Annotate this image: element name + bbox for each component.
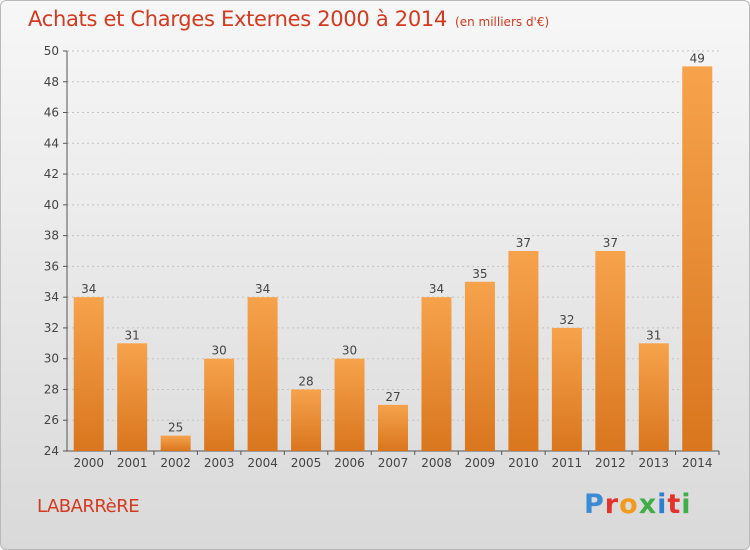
bar	[508, 251, 539, 451]
bar	[421, 297, 452, 451]
data-label: 37	[516, 236, 531, 250]
y-tick-label: 46	[44, 106, 59, 120]
x-tick-label: 2011	[552, 456, 583, 470]
data-label: 25	[168, 421, 183, 435]
x-tick-label: 2003	[204, 456, 235, 470]
bar	[595, 251, 626, 451]
bar	[160, 435, 191, 451]
y-tick-label: 44	[44, 136, 59, 150]
bar	[682, 66, 713, 451]
x-tick-label: 2008	[421, 456, 452, 470]
logo-letter: t	[667, 489, 682, 520]
x-tick-label: 2012	[595, 456, 626, 470]
y-tick-label: 42	[44, 167, 59, 181]
x-tick-label: 2000	[73, 456, 104, 470]
data-label: 34	[429, 282, 444, 296]
bar	[551, 327, 582, 451]
bar	[247, 297, 278, 451]
x-tick-label: 2002	[160, 456, 191, 470]
data-label: 34	[81, 282, 96, 296]
data-label: 30	[342, 344, 357, 358]
chart-title: Achats et Charges Externes 2000 à 2014 (e…	[28, 7, 549, 31]
bar	[378, 404, 408, 451]
data-label: 32	[559, 313, 574, 327]
commune-name: LABARRèRE	[37, 496, 140, 517]
data-labels: 34 31 25 30 34 28 30 27 34 35 37 32 37 31 49	[81, 51, 705, 434]
y-tick-label: 28	[44, 382, 59, 396]
x-tick-label: 2004	[247, 456, 278, 470]
x-tick-label: 2013	[639, 456, 670, 470]
x-tick-label: 2007	[378, 456, 409, 470]
y-tick-label: 26	[44, 413, 59, 427]
y-tick-label: 30	[44, 352, 59, 366]
bar	[117, 343, 148, 451]
y-tick-label: 34	[44, 290, 59, 304]
logo-letter: i	[657, 489, 668, 520]
data-label: 27	[385, 390, 400, 404]
y-tick-label: 40	[44, 198, 59, 212]
bar	[291, 389, 322, 451]
y-tick-label: 36	[44, 259, 59, 273]
bar	[204, 358, 235, 451]
data-label: 35	[472, 267, 487, 281]
proxiti-logo: Proxiti	[584, 489, 692, 520]
logo-letter: P	[584, 489, 605, 520]
logo-letter: i	[681, 489, 692, 520]
data-label: 34	[255, 282, 270, 296]
logo-letter: r	[604, 489, 620, 520]
bars	[73, 66, 713, 451]
x-tick-label: 2014	[682, 456, 713, 470]
data-label: 49	[690, 51, 705, 65]
x-tick-label: 2006	[334, 456, 365, 470]
chart-title-text: Achats et Charges Externes 2000 à 2014	[28, 7, 448, 31]
x-tick-labels: 2000 2001 2002 2003 2004 2005 2006 2007 2008 2009…	[73, 451, 720, 470]
bar	[464, 281, 495, 451]
bar	[638, 343, 669, 451]
y-tick-label: 38	[44, 229, 59, 243]
y-tick-labels: 24 26 28 30 32 34 36 38 40 42 44 46 48 50	[44, 44, 67, 458]
bar	[73, 297, 104, 451]
data-label: 31	[646, 328, 661, 342]
x-tick-label: 2010	[508, 456, 539, 470]
logo-letter: x	[638, 489, 658, 520]
x-tick-label: 2001	[117, 456, 148, 470]
data-label: 31	[125, 328, 140, 342]
y-tick-label: 32	[44, 321, 59, 335]
y-tick-label: 24	[44, 444, 59, 458]
y-tick-label: 48	[44, 75, 59, 89]
x-tick-label: 2009	[465, 456, 496, 470]
logo-letter: o	[619, 489, 639, 520]
data-label: 37	[603, 236, 618, 250]
bar	[334, 358, 365, 451]
chart-unit: (en milliers d'€)	[455, 15, 550, 29]
data-label: 30	[211, 344, 226, 358]
data-label: 28	[298, 374, 313, 388]
x-tick-label: 2005	[291, 456, 322, 470]
y-tick-label: 50	[44, 44, 59, 58]
